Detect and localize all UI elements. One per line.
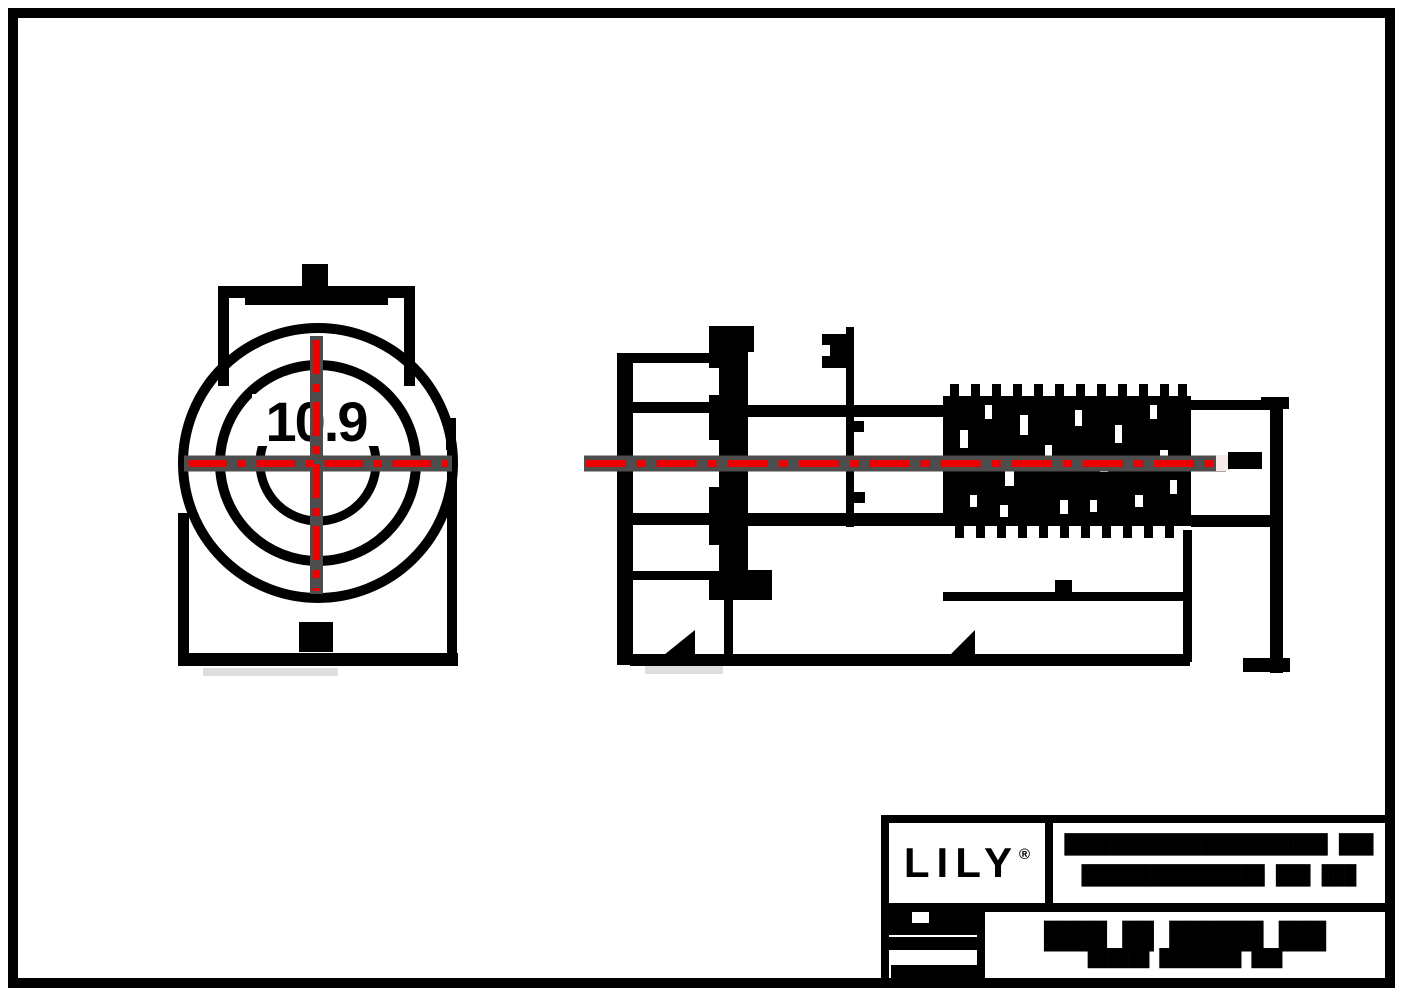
hex-side-left [218, 286, 229, 386]
company-contact-line: ████████████████ ███ ███ [1081, 865, 1357, 887]
company-name-line: ███████████████████████ ███ [1064, 834, 1374, 856]
overall-length-dim-line [630, 654, 1190, 666]
dim-arrow [950, 630, 975, 655]
flange-bottom [709, 570, 772, 600]
part-description-cell: ████ ██ ██████ ███ ██████ ████████ ███ [985, 912, 1385, 978]
shadow-artifact [645, 665, 723, 674]
dim-tick [1055, 580, 1072, 593]
centerline-end-tab [299, 622, 333, 652]
tip-end-line [1270, 397, 1283, 673]
witness-tick [853, 421, 864, 432]
logo-cell-divider [1045, 815, 1053, 912]
lily-logo: LILY® [904, 842, 1030, 884]
part-number-line: ████ ██ ██████ ███ [1044, 922, 1326, 952]
tip-bottom-line [1191, 515, 1270, 527]
shadow-artifact [203, 668, 338, 676]
hex-top-flat-step [245, 296, 388, 305]
flange-notch [709, 545, 719, 571]
thread-length-dim-line [943, 592, 1188, 601]
witness-line [846, 327, 854, 527]
thread-crest-ticks [950, 384, 1187, 538]
lower-side-left [178, 513, 189, 665]
centerlines [184, 336, 1262, 594]
part-drawing-line: ██████ ████████ ███ [1087, 949, 1283, 969]
stamp-mark [891, 965, 978, 978]
logo-cell: LILY® [889, 823, 1045, 903]
annotation-notch [820, 345, 830, 356]
stamp-mark [889, 937, 979, 950]
hex-side-right [404, 286, 415, 386]
stamp-mark [889, 910, 978, 935]
company-info-cell: ███████████████████████ ███ ████████████… [1053, 823, 1385, 903]
bottom-edge [178, 653, 458, 666]
tip-end-serif [1261, 397, 1289, 409]
witness-tick [853, 492, 865, 503]
dimension-foot [1243, 658, 1290, 672]
title-block-divider-h [881, 903, 1393, 912]
hex-facet-line [633, 513, 712, 525]
cert-cell-divider [977, 903, 985, 988]
lower-side-right-stub [446, 418, 456, 450]
hex-facet-line [633, 402, 712, 413]
centerline-fade [1216, 455, 1230, 471]
title-block-border-left [881, 815, 889, 988]
head-face-line [617, 353, 633, 665]
stamp-notch [912, 912, 929, 923]
sheet-border [8, 8, 1395, 988]
tip-top-line [1191, 400, 1270, 410]
lower-side-right [447, 448, 457, 665]
hex-facet-line [633, 571, 712, 580]
registered-trademark-icon: ® [1019, 846, 1031, 863]
hex-top-flat [218, 286, 415, 298]
head-top-line [625, 353, 713, 363]
extension-line [724, 600, 733, 658]
title-block-border-top [881, 815, 1393, 823]
centerline-end-mark [1228, 452, 1262, 469]
logo-wordmark: LILY [903, 839, 1020, 886]
dim-arrow [664, 630, 695, 655]
centerline-end-tab [302, 264, 328, 288]
flange-notch [709, 368, 719, 395]
side-view [617, 326, 1290, 673]
certification-cell [889, 903, 979, 978]
